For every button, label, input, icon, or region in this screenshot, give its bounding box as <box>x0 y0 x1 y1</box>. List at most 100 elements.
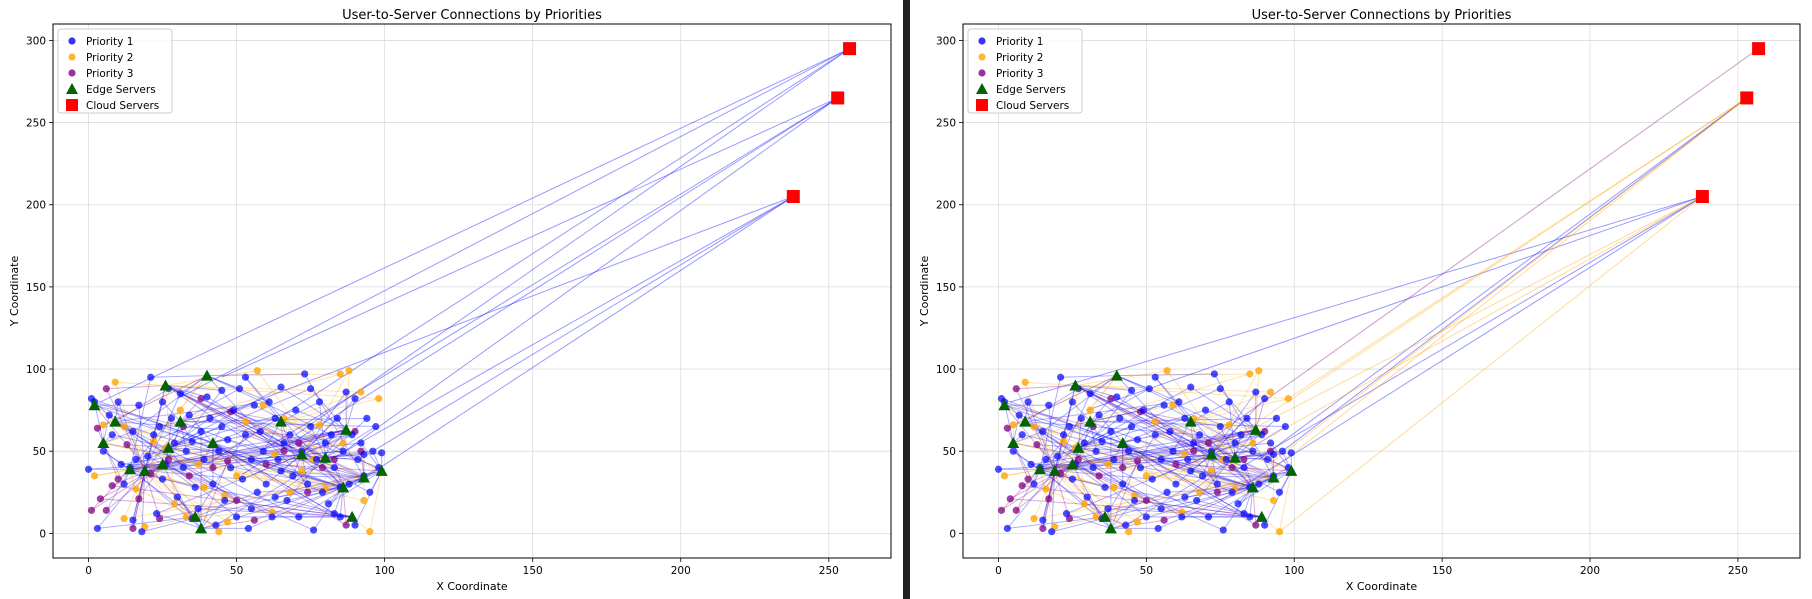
priority1-point <box>1172 480 1180 488</box>
connection-line <box>114 421 220 533</box>
connection-line <box>144 458 205 472</box>
connection-line <box>168 447 228 462</box>
priority1-point <box>224 436 232 444</box>
edge-server-marker <box>1048 464 1061 476</box>
connection-line <box>153 441 164 465</box>
connection-line <box>106 384 166 390</box>
priority1-point <box>1157 505 1165 513</box>
priority3-point <box>1107 395 1115 403</box>
priority1-point <box>230 406 238 414</box>
priority2-point <box>1092 513 1100 521</box>
connection-line <box>141 470 146 532</box>
priority1-point <box>1003 524 1011 533</box>
priority1-point <box>1219 526 1227 534</box>
connection-line <box>165 385 285 452</box>
priority3-point <box>1213 488 1221 496</box>
priority3-point <box>185 472 193 480</box>
connection-line <box>165 385 371 493</box>
legend-marker <box>68 53 76 61</box>
cloud-server-marker <box>1752 42 1766 56</box>
priority1-point <box>339 447 347 455</box>
priority1-point <box>1059 431 1068 439</box>
connection-line <box>289 434 326 459</box>
connection-line <box>280 470 364 478</box>
connection-line <box>1075 447 1253 488</box>
priority1-point <box>1089 464 1097 472</box>
priority2-point <box>253 367 261 375</box>
priority1-point <box>1045 401 1053 409</box>
connection-line <box>328 470 382 505</box>
priority1-point <box>321 439 330 447</box>
priority3-point <box>1228 464 1236 472</box>
connection-line <box>1110 500 1135 529</box>
connection-line <box>165 384 379 400</box>
priority3-point <box>1003 424 1011 432</box>
edge-server-marker <box>340 423 353 435</box>
connection-line <box>1219 426 1236 458</box>
y-tick-label: 100 <box>936 364 956 376</box>
connection-line <box>165 384 208 398</box>
edge-server-marker <box>109 415 122 427</box>
connection-line <box>194 495 226 518</box>
priority1-point <box>1216 422 1224 431</box>
priority2-point <box>232 472 241 480</box>
connection-line <box>1243 459 1254 488</box>
connection-line <box>1113 457 1236 488</box>
edge-server-marker <box>1066 458 1079 470</box>
connection-line <box>310 426 326 458</box>
connection-line <box>1072 463 1115 488</box>
connection-line <box>114 421 237 501</box>
connection-line <box>179 398 202 422</box>
y-tick-label: 200 <box>936 200 956 212</box>
connection-line <box>168 439 228 449</box>
priority1-point <box>262 480 270 488</box>
connection-line <box>301 398 356 455</box>
priority2-point <box>336 370 344 378</box>
priority2-point <box>120 422 128 431</box>
connection-line <box>103 375 208 426</box>
priority1-point <box>1030 480 1038 488</box>
priority1-point <box>1080 439 1088 447</box>
connection-line <box>103 442 341 488</box>
priority1-point <box>1018 431 1026 439</box>
priority3-point <box>102 385 110 393</box>
connection-line <box>1075 385 1194 452</box>
priority3-point <box>262 460 270 468</box>
edge-server-marker <box>138 464 151 476</box>
y-tick-label: 300 <box>936 35 956 47</box>
priority1-point <box>324 500 332 508</box>
connection-line <box>197 421 282 465</box>
priority1-point <box>1122 521 1130 529</box>
connection-line <box>144 470 228 523</box>
edge-server-marker <box>156 458 169 470</box>
connection-line <box>283 417 347 431</box>
priority1-point <box>1222 455 1230 464</box>
y-tick-label: 0 <box>949 528 956 540</box>
legend-marker <box>978 69 986 77</box>
priority1-point <box>250 401 258 409</box>
priority2-point <box>194 460 202 468</box>
cloud-server-marker <box>786 190 800 204</box>
priority3-point <box>1142 496 1150 505</box>
priority1-point <box>241 373 250 381</box>
connection-line <box>1104 495 1135 518</box>
priority1-point <box>247 455 255 464</box>
connection-line <box>1237 470 1292 505</box>
connection-line <box>1084 442 1253 488</box>
connection-line <box>1039 386 1191 470</box>
priority1-point <box>1228 488 1236 496</box>
priority1-point <box>1163 488 1171 496</box>
edge-server-marker <box>319 451 332 463</box>
connection-line <box>1211 370 1260 455</box>
chart-title: User-to-Server Connections by Priorities <box>342 8 602 23</box>
connection-line <box>1042 375 1118 432</box>
connection-line <box>212 417 276 444</box>
connection-line <box>1193 417 1256 431</box>
connection-line <box>1086 496 1106 518</box>
connection-line <box>1001 398 1123 444</box>
cloud-connection-line <box>1010 196 1703 403</box>
connection-line <box>1078 447 1138 462</box>
edge-server-marker <box>206 436 219 448</box>
priority2-point <box>375 395 383 403</box>
connection-line <box>998 463 1073 470</box>
